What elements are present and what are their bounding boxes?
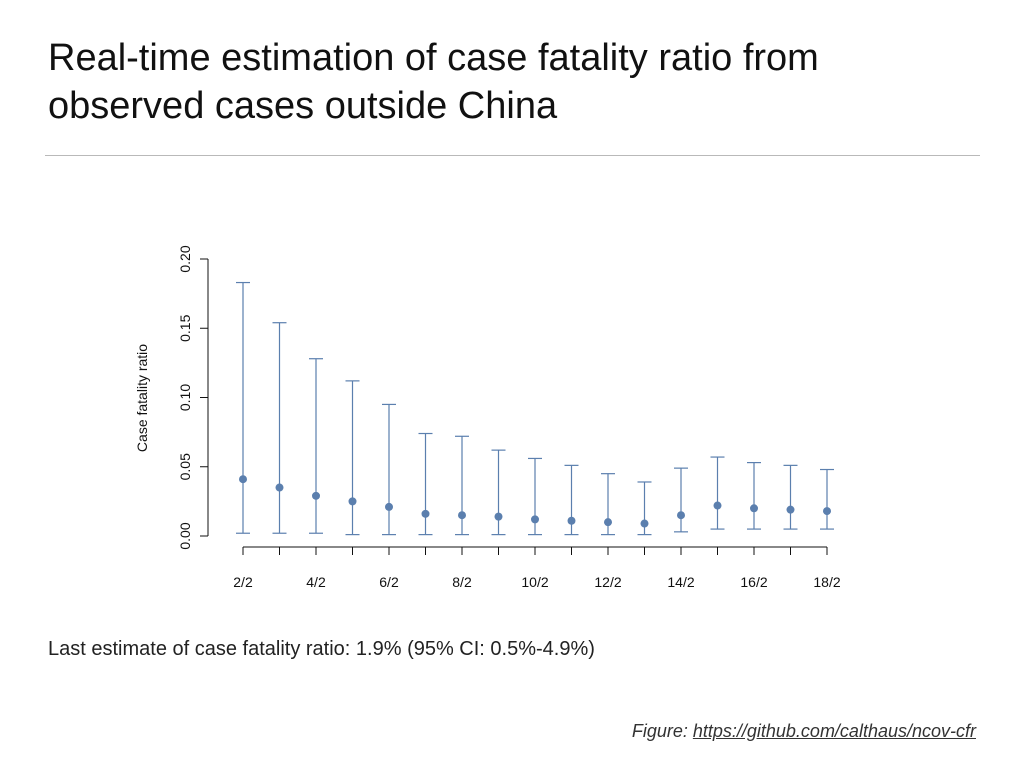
data-point bbox=[567, 516, 576, 525]
data-point bbox=[640, 519, 649, 528]
data-point bbox=[458, 511, 466, 520]
data-point bbox=[750, 504, 758, 513]
data-points bbox=[239, 475, 831, 528]
figure-source-link[interactable]: https://github.com/calthaus/ncov-cfr bbox=[692, 721, 976, 741]
x-tick-label: 16/2 bbox=[740, 574, 767, 590]
y-axis-label: Case fatality ratio bbox=[134, 344, 150, 452]
x-tick-label: 4/2 bbox=[306, 574, 326, 590]
x-tick-label: 2/2 bbox=[233, 574, 253, 590]
data-point bbox=[531, 515, 539, 524]
x-tick-label: 10/2 bbox=[521, 574, 548, 590]
x-tick-label: 8/2 bbox=[452, 574, 472, 590]
data-point bbox=[421, 509, 430, 518]
title-divider bbox=[45, 155, 980, 156]
data-point bbox=[385, 502, 393, 511]
data-point bbox=[275, 483, 284, 492]
error-bars bbox=[236, 281, 834, 536]
x-tick-label: 12/2 bbox=[594, 574, 621, 590]
figure-source-prefix: Figure: bbox=[631, 721, 693, 741]
data-point bbox=[239, 475, 247, 484]
data-point bbox=[348, 497, 357, 506]
data-point bbox=[786, 505, 795, 514]
x-tick-label: 18/2 bbox=[813, 574, 840, 590]
y-tick-label: 0.00 bbox=[177, 522, 193, 549]
y-tick-label: 0.15 bbox=[177, 314, 193, 341]
y-tick-label: 0.05 bbox=[177, 453, 193, 480]
x-tick-label: 14/2 bbox=[667, 574, 694, 590]
cfr-chart: 0.00 0.05 0.10 0.15 0.20 2/2 4/2 6/2 8/2 10/2 12/… bbox=[134, 245, 841, 590]
data-point bbox=[713, 501, 722, 510]
data-point bbox=[823, 507, 831, 516]
last-estimate-text: Last estimate of case fatality ratio: 1.… bbox=[48, 638, 595, 660]
y-tick-label: 0.10 bbox=[177, 384, 193, 411]
figure-source: Figure: https://github.com/calthaus/ncov… bbox=[632, 721, 976, 742]
data-point bbox=[604, 518, 612, 527]
slide-title: Real-time estimation of case fatality ra… bbox=[48, 37, 819, 127]
data-point bbox=[312, 491, 320, 500]
data-point bbox=[494, 512, 503, 521]
y-axis-ticks: 0.00 0.05 0.10 0.15 0.20 bbox=[177, 245, 208, 550]
y-tick-label: 0.20 bbox=[177, 245, 193, 272]
x-tick-label: 6/2 bbox=[379, 574, 399, 590]
data-point bbox=[677, 511, 685, 520]
x-axis-ticks: 2/2 4/2 6/2 8/2 10/2 12/2 14/2 16/2 18/2 bbox=[233, 547, 841, 590]
